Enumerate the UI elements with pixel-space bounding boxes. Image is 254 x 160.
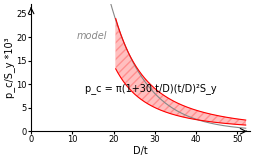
- Text: p_c = π(1+30 t/D)(t/D)²S_y: p_c = π(1+30 t/D)(t/D)²S_y: [85, 83, 216, 94]
- Text: model: model: [76, 32, 107, 41]
- Y-axis label: p_c/S_y *10³: p_c/S_y *10³: [4, 37, 15, 98]
- X-axis label: D/t: D/t: [133, 146, 148, 156]
